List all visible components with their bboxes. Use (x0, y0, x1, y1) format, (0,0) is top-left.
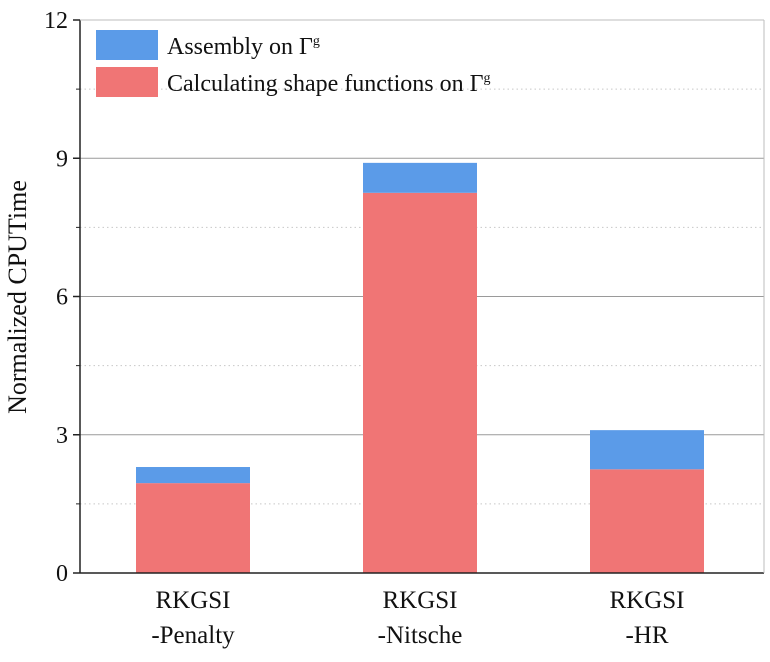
x-tick-label-line2: -HR (625, 622, 668, 649)
x-tick-labels: RKGSI -Penalty RKGSI -Nitsche RKGSI -HR (151, 587, 684, 649)
legend-label-1: Calculating shape functions on Γg (167, 71, 490, 97)
bar-assembly-1 (363, 162, 477, 193)
y-tick-label: 3 (56, 423, 68, 449)
y-tick-label: 9 (56, 146, 68, 172)
y-axis-title: Normalized CPUTime (3, 180, 32, 414)
legend-label-0: Assembly on Γg (167, 34, 320, 60)
legend-superscript: g (483, 71, 490, 86)
bar-assembly-0 (136, 467, 250, 484)
bar-shape-functions-1 (363, 192, 477, 573)
legend-swatch-0 (96, 30, 158, 60)
bar-shape-functions-0 (136, 483, 250, 573)
legend-swatch-1 (96, 67, 158, 97)
y-ticks: 0 3 6 9 12 (44, 8, 80, 587)
x-tick-label-line1: RKGSI (382, 587, 457, 614)
legend-superscript: g (313, 34, 320, 49)
x-tick-label-line2: -Nitsche (378, 622, 463, 649)
x-tick-label-line1: RKGSI (609, 587, 684, 614)
x-tick-label-line2: -Penalty (151, 622, 235, 649)
x-tick-label-line1: RKGSI (155, 587, 230, 614)
y-tick-label: 0 (56, 561, 68, 587)
bar-assembly-2 (590, 430, 704, 470)
y-tick-label: 6 (56, 285, 68, 311)
bar-shape-functions-2 (590, 469, 704, 573)
y-tick-label: 12 (44, 8, 68, 34)
legend: Assembly on Γg Calculating shape function… (96, 30, 490, 97)
bars (136, 162, 704, 573)
